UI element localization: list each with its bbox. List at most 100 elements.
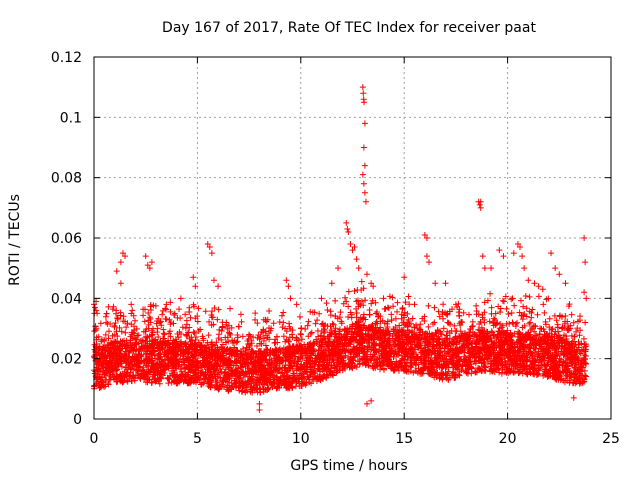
data-point xyxy=(177,366,184,373)
chart-title: Day 167 of 2017, Rate Of TEC Index for r… xyxy=(162,20,536,36)
data-point xyxy=(181,359,188,366)
data-point xyxy=(469,318,476,325)
data-point xyxy=(131,330,138,337)
data-point xyxy=(280,319,287,326)
data-point xyxy=(122,329,129,336)
data-point xyxy=(323,300,330,307)
data-point xyxy=(396,322,403,329)
data-point xyxy=(312,320,319,327)
data-point xyxy=(580,335,587,342)
data-point xyxy=(314,317,321,324)
data-point xyxy=(487,290,494,297)
data-point xyxy=(166,316,173,323)
data-point xyxy=(223,339,230,346)
data-point xyxy=(402,299,409,306)
data-point xyxy=(528,314,535,321)
data-point xyxy=(105,381,112,388)
data-point xyxy=(373,309,380,316)
data-point xyxy=(394,299,401,306)
data-point xyxy=(182,311,189,318)
data-point xyxy=(146,314,153,321)
data-point xyxy=(305,318,312,325)
data-point xyxy=(286,320,293,327)
data-point xyxy=(488,304,495,311)
data-point xyxy=(315,347,322,354)
data-point xyxy=(362,297,369,304)
data-point xyxy=(235,323,242,330)
data-point xyxy=(92,323,99,330)
data-point xyxy=(131,317,138,324)
data-point xyxy=(430,321,437,328)
data-point xyxy=(105,328,112,335)
data-point xyxy=(254,320,261,327)
data-points xyxy=(91,84,590,413)
data-point xyxy=(225,322,232,329)
data-point xyxy=(307,308,314,315)
data-point xyxy=(167,341,174,348)
data-point xyxy=(508,309,515,316)
data-point xyxy=(520,303,527,310)
data-point xyxy=(345,288,352,295)
data-point xyxy=(238,318,245,325)
data-point xyxy=(147,306,154,313)
data-point xyxy=(243,344,250,351)
data-point xyxy=(466,311,473,318)
data-point xyxy=(455,309,462,316)
data-point xyxy=(505,311,512,318)
data-point xyxy=(358,278,365,285)
data-point xyxy=(123,324,130,331)
data-point xyxy=(97,320,104,327)
data-point xyxy=(307,372,314,379)
data-point xyxy=(209,308,216,315)
data-point xyxy=(431,304,438,311)
data-point xyxy=(278,312,285,319)
data-point xyxy=(458,318,465,325)
data-point xyxy=(535,350,542,357)
data-point xyxy=(133,341,140,348)
data-point xyxy=(205,332,212,339)
data-point xyxy=(105,335,112,342)
data-point xyxy=(157,319,163,326)
data-point xyxy=(206,318,213,325)
data-point xyxy=(233,339,240,346)
data-point xyxy=(147,301,154,308)
data-point xyxy=(438,331,445,338)
data-point xyxy=(111,331,118,338)
data-point xyxy=(316,310,323,317)
data-point xyxy=(473,302,480,309)
data-point xyxy=(140,312,147,319)
data-point xyxy=(280,333,287,340)
data-point xyxy=(145,309,152,316)
data-point xyxy=(570,319,577,326)
data-point xyxy=(568,311,575,318)
data-point xyxy=(266,307,273,314)
data-point xyxy=(298,336,305,343)
data-point xyxy=(110,303,117,310)
data-point xyxy=(163,316,170,323)
data-point xyxy=(540,301,547,308)
data-point xyxy=(372,299,379,306)
data-point xyxy=(239,333,246,340)
data-point xyxy=(219,341,226,348)
data-point xyxy=(413,351,420,358)
data-point xyxy=(102,313,109,320)
data-point xyxy=(304,373,311,380)
data-point xyxy=(343,298,350,305)
data-point xyxy=(401,309,408,316)
data-point xyxy=(327,312,334,319)
data-point xyxy=(130,366,137,373)
data-point xyxy=(440,301,447,308)
data-point xyxy=(526,293,533,300)
data-point xyxy=(407,354,414,361)
data-point xyxy=(112,310,119,317)
data-point xyxy=(297,331,304,338)
data-point xyxy=(431,319,438,326)
data-point xyxy=(417,321,424,328)
data-point xyxy=(270,320,277,327)
data-point xyxy=(511,302,518,309)
data-point xyxy=(404,310,411,317)
data-point xyxy=(517,297,524,304)
data-point xyxy=(152,302,159,309)
data-point xyxy=(484,297,491,304)
data-point xyxy=(451,375,458,382)
